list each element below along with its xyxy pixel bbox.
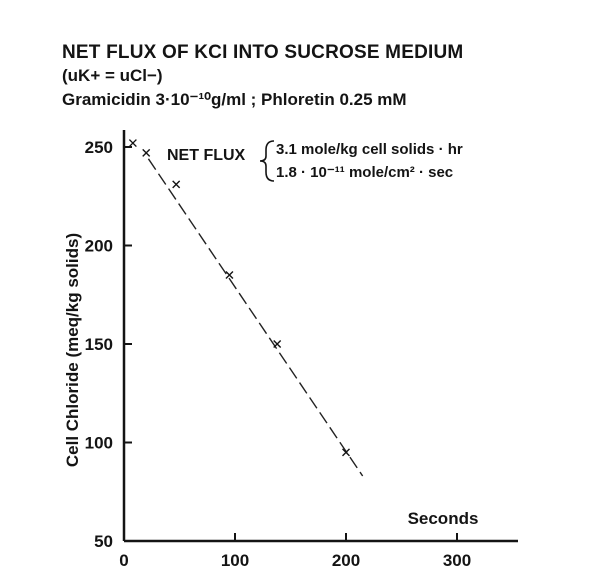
annotation-brace [259,140,275,182]
x-tick-label: 100 [221,551,249,570]
chart-title: NET FLUX OF KCI INTO SUCROSE MEDIUM [62,42,464,63]
data-point [172,180,181,189]
annotation-line-1: 3.1 mole/kg cell solids · hr [276,141,463,158]
fit-line [147,158,364,477]
x-tick-label: 200 [332,551,360,570]
data-point [342,448,350,457]
x-tick-label: 0 [119,551,128,570]
y-axis-label: Cell Chloride (meq/kg solids) [63,233,82,467]
net-flux-annotation: NET FLUX 3.1 mole/kg cell solids · hr 1.… [167,140,463,182]
data-point [142,148,151,157]
annotation-line-2: 1.8 · 10⁻¹¹ mole/cm² · sec [276,164,453,181]
y-tick-label: 50 [94,532,113,551]
y-tick-label: 100 [85,434,113,453]
annotation-label: NET FLUX [167,147,246,164]
y-tick-label: 250 [85,138,113,157]
y-tick-label: 200 [85,237,113,256]
y-tick-label: 150 [85,335,113,354]
data-point [128,139,137,148]
chart-subtitle-conditions: Gramicidin 3·10⁻¹⁰g/ml ; Phloretin 0.25 … [62,90,407,109]
data-point [225,271,234,280]
chart-subtitle-mobility: (uK+ = uCl−) [62,66,163,85]
x-axis-label: Seconds [408,509,479,528]
x-tick-label: 300 [443,551,471,570]
data-point [273,340,282,348]
